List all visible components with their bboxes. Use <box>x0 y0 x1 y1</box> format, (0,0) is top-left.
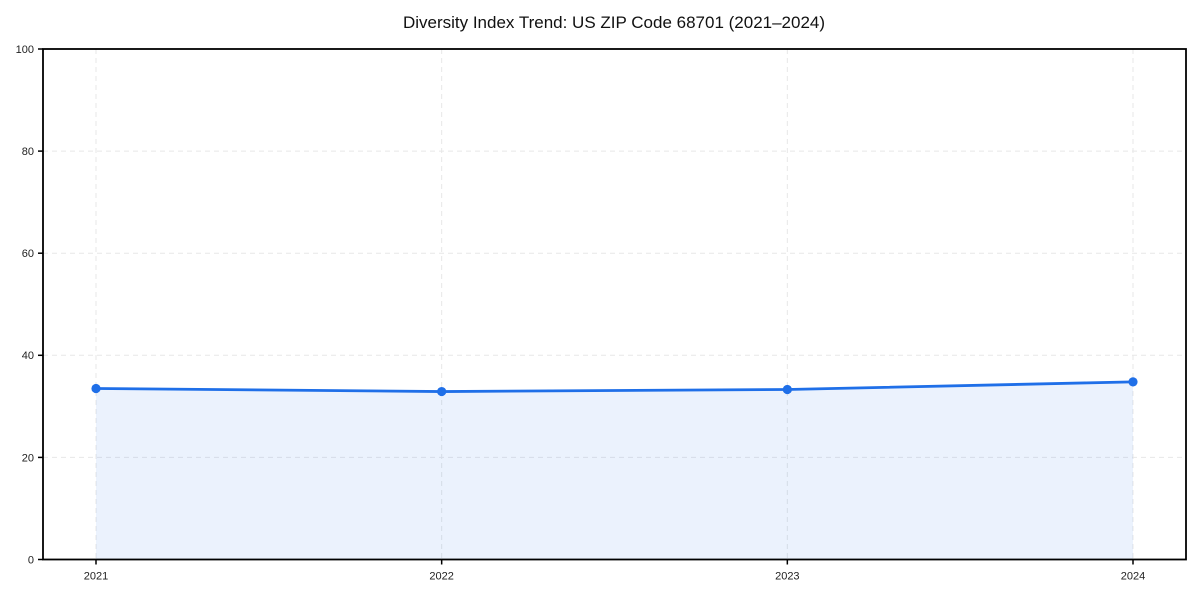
data-point <box>782 384 792 395</box>
x-tick-label: 2023 <box>775 571 799 583</box>
y-tick-label: 60 <box>22 248 34 260</box>
trend-line <box>94 380 1135 393</box>
x-tick-label: 2024 <box>1121 571 1145 583</box>
y-tick-label: 100 <box>16 44 34 56</box>
y-tick-label: 0 <box>28 554 34 566</box>
x-tick-label: 2021 <box>84 571 108 583</box>
plot-border <box>42 48 1187 561</box>
data-point <box>91 383 101 394</box>
axes: 0 20 40 60 80 100 2021 2022 2023 2024 <box>16 44 1187 583</box>
y-tick-label: 80 <box>22 146 34 158</box>
y-tick-label: 20 <box>22 452 34 464</box>
area-fill <box>96 381 1133 560</box>
y-tick-label: 40 <box>22 350 34 362</box>
x-tick-label: 2022 <box>429 571 453 583</box>
chart-title: Diversity Index Trend: US ZIP Code 68701… <box>403 13 825 32</box>
data-point <box>1128 377 1138 387</box>
data-series <box>91 377 1138 560</box>
data-point <box>437 386 447 397</box>
